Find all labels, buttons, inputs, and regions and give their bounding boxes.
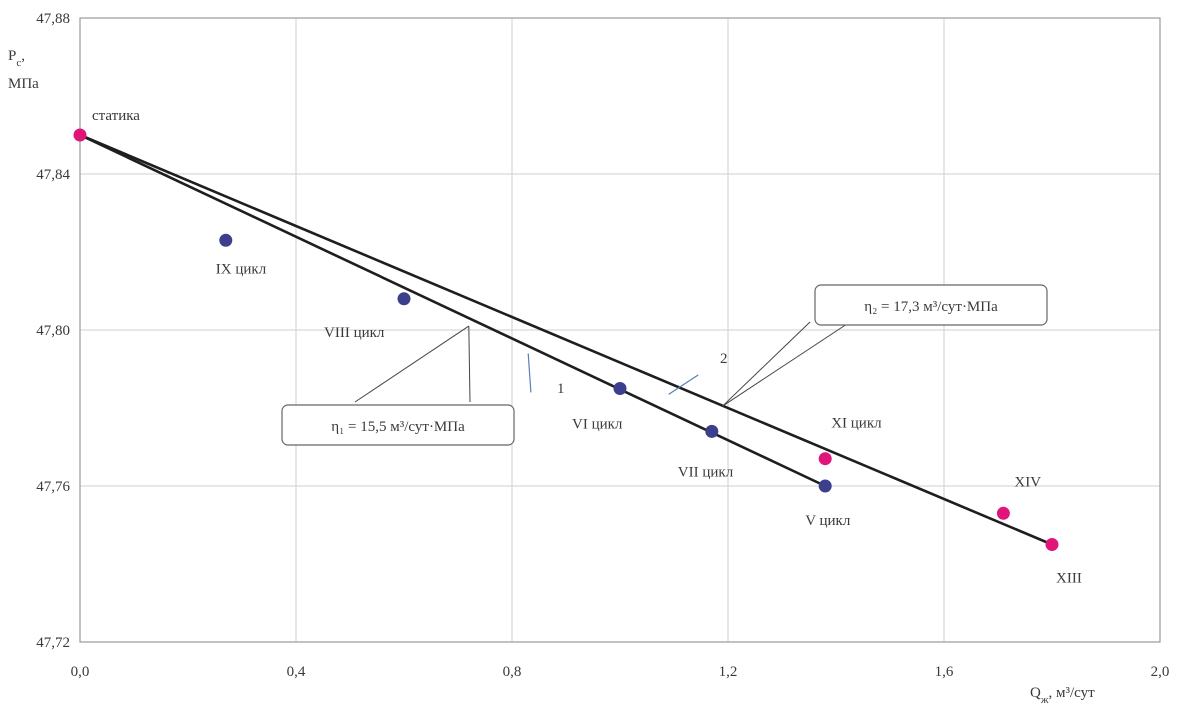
trend-lines [79, 133, 1053, 546]
point-label: статика [92, 108, 140, 124]
trend-line-2 [79, 133, 1053, 546]
callout-1-leader [354, 325, 470, 403]
point-label: V цикл [805, 513, 851, 529]
y-tick-label: 47,72 [36, 635, 70, 651]
callout-1-text: η₁ = 15,5 м³/сут·МПа [331, 419, 465, 435]
line-1-label: 1 [557, 381, 565, 397]
point-label: VI цикл [572, 417, 623, 433]
data-point [1045, 538, 1059, 551]
point-label: IX цикл [216, 261, 267, 277]
callout-1-leader [468, 326, 471, 403]
data-point [705, 424, 719, 438]
data-points: IX цикл VIII цикл VI цикл VII цикл V цикл ста… [73, 108, 1082, 587]
callouts: η₁ = 15,5 м³/сут·МПа η₂ = 17,3 м³/сут·МПа… [281, 284, 1048, 446]
x-axis-label: Qж, м³/сут [1030, 685, 1095, 706]
plot-frame [79, 17, 1161, 643]
data-point [613, 382, 627, 395]
data-point [397, 292, 411, 306]
point-label: VII цикл [678, 464, 734, 480]
point-label: XIV [1014, 474, 1041, 490]
axis-labels: Pc, МПа Qж, м³/сут [8, 48, 1095, 706]
x-tick-label: 0,0 [71, 664, 90, 680]
data-point [219, 233, 233, 247]
point-label: VIII цикл [324, 325, 385, 341]
callout-2-leader [722, 321, 811, 407]
y-axis-label: Pc, [8, 48, 25, 69]
line-1-pointer [527, 353, 532, 393]
x-tick-label: 0,4 [287, 664, 306, 680]
callout-1-box [281, 404, 515, 446]
callout-2-box [814, 284, 1048, 326]
data-point [818, 452, 832, 466]
trend-line-1 [79, 133, 826, 488]
y-axis-unit: МПа [8, 76, 39, 92]
callout-2-text: η₂ = 17,3 м³/сут·МПа [864, 299, 998, 315]
point-label: XI цикл [831, 416, 882, 432]
y-tick-label: 47,88 [36, 11, 70, 27]
x-tick-label: 0,8 [503, 664, 522, 680]
line-2-label: 2 [720, 351, 728, 367]
data-point [73, 128, 87, 142]
x-tick-label: 1,2 [719, 664, 738, 680]
line-2-pointer [668, 374, 699, 395]
data-point [818, 479, 832, 493]
callout-2-leader [722, 321, 851, 407]
axes: 0,0 0,4 0,8 1,2 1,6 2,0 47,72 47,76 47,80 47,84 47… [36, 11, 1169, 680]
x-tick-label: 1,6 [935, 664, 954, 680]
y-tick-label: 47,84 [36, 167, 70, 183]
y-tick-label: 47,76 [36, 479, 70, 495]
data-point [996, 506, 1010, 520]
y-tick-label: 47,80 [36, 323, 70, 339]
point-label: XIII [1056, 571, 1082, 587]
x-tick-label: 2,0 [1151, 664, 1170, 680]
